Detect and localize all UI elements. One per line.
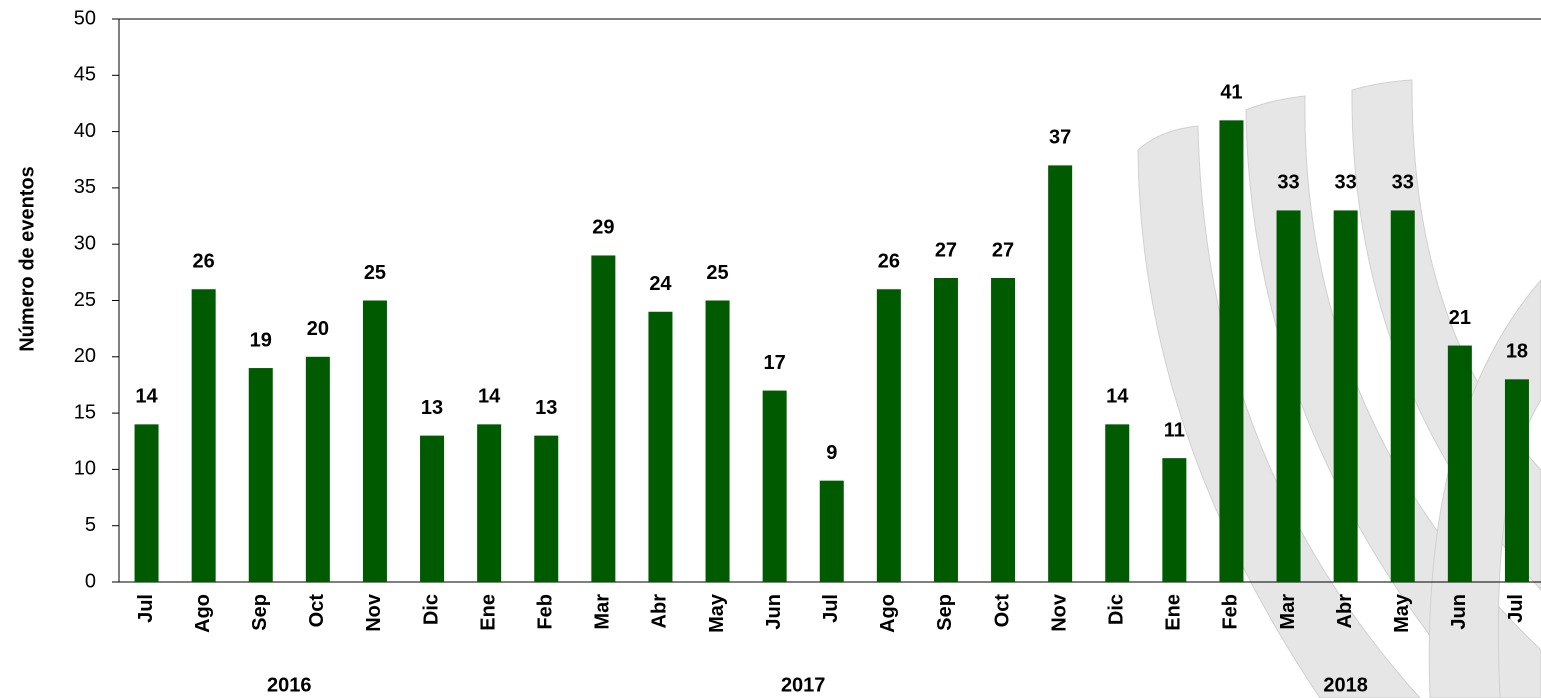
y-tick-label: 50 xyxy=(74,7,96,29)
data-label: 26 xyxy=(878,251,900,273)
bar xyxy=(705,300,730,582)
bar xyxy=(420,435,445,582)
bar xyxy=(1048,165,1073,582)
bar xyxy=(1390,210,1415,583)
x-tick-label: May xyxy=(1391,593,1413,633)
y-tick-label: 35 xyxy=(74,176,96,198)
y-tick-label: 0 xyxy=(85,570,96,592)
bar xyxy=(362,300,387,582)
x-tick-label: Ago xyxy=(192,594,214,633)
x-group-label: 2018 xyxy=(1323,674,1368,696)
data-label: 25 xyxy=(706,262,728,284)
bar xyxy=(534,435,559,582)
bar xyxy=(248,368,273,582)
x-tick-label: Ene xyxy=(1163,594,1185,631)
x-tick-label: Jun xyxy=(1448,594,1470,630)
x-tick-label: Oct xyxy=(306,594,328,628)
bar xyxy=(191,289,216,582)
data-label: 27 xyxy=(992,239,1014,261)
bar xyxy=(1276,210,1301,583)
data-label: 33 xyxy=(1392,172,1414,194)
y-tick-label: 30 xyxy=(74,232,96,254)
bar xyxy=(819,480,844,582)
data-label: 17 xyxy=(764,352,786,374)
data-label: 26 xyxy=(193,251,215,273)
bar xyxy=(477,424,502,582)
x-tick-label: Dic xyxy=(1106,594,1128,625)
bar xyxy=(591,255,616,582)
y-tick-label: 10 xyxy=(74,458,96,480)
bar xyxy=(1504,379,1529,582)
x-tick-label: May xyxy=(706,593,728,633)
data-label: 14 xyxy=(478,386,501,408)
x-tick-label: Sep xyxy=(934,594,956,631)
x-tick-label: Oct xyxy=(991,594,1013,628)
y-tick-label: 25 xyxy=(74,289,96,311)
bar xyxy=(876,289,901,582)
bar xyxy=(991,277,1016,582)
data-label: 14 xyxy=(135,386,158,408)
bar xyxy=(933,277,958,582)
data-label: 41 xyxy=(1220,82,1242,104)
data-label: 13 xyxy=(421,397,443,419)
x-tick-label: Jul xyxy=(135,594,157,623)
x-tick-label: Feb xyxy=(1220,594,1242,630)
data-label: 25 xyxy=(364,262,386,284)
data-label: 33 xyxy=(1335,172,1357,194)
data-label: 18 xyxy=(1506,341,1528,363)
data-label: 33 xyxy=(1277,172,1299,194)
bar xyxy=(134,424,159,582)
x-tick-label: Nov xyxy=(1048,593,1070,632)
x-tick-label: Jul xyxy=(1505,594,1527,623)
data-label: 29 xyxy=(592,217,614,239)
bar xyxy=(762,390,787,582)
x-group-label: 2016 xyxy=(267,674,312,696)
x-tick-label: Mar xyxy=(592,594,614,630)
x-tick-label: Nov xyxy=(363,593,385,632)
data-label: 13 xyxy=(535,397,557,419)
bar xyxy=(1447,345,1472,582)
data-label: 20 xyxy=(307,318,329,340)
y-tick-label: 5 xyxy=(85,514,96,536)
bar xyxy=(1105,424,1130,582)
y-tick-label: 20 xyxy=(74,345,96,367)
x-tick-label: Dic xyxy=(420,594,442,625)
x-tick-label: Feb xyxy=(535,594,557,630)
data-label: 19 xyxy=(250,329,272,351)
y-tick-label: 15 xyxy=(74,401,96,423)
data-label: 24 xyxy=(649,273,672,295)
data-label: 11 xyxy=(1164,419,1185,441)
x-tick-label: Jul xyxy=(820,594,842,623)
data-label: 21 xyxy=(1449,307,1471,329)
x-tick-label: Mar xyxy=(1277,594,1299,630)
data-label: 14 xyxy=(1106,386,1129,408)
x-group-label: 2017 xyxy=(781,674,826,696)
data-label: 9 xyxy=(826,442,837,464)
bar xyxy=(648,311,673,582)
bar xyxy=(1219,120,1244,582)
x-tick-label: Jun xyxy=(763,594,785,630)
data-label: 27 xyxy=(935,239,957,261)
x-tick-label: Sep xyxy=(249,594,271,631)
x-tick-label: Abr xyxy=(649,594,671,629)
x-tick-label: Ago xyxy=(877,594,899,633)
data-label: 37 xyxy=(1049,127,1071,149)
bar xyxy=(305,356,330,582)
bar xyxy=(1333,210,1358,583)
x-tick-label: Abr xyxy=(1334,594,1356,629)
y-axis-label: Número de eventos xyxy=(16,166,38,352)
bar xyxy=(1162,458,1187,582)
y-tick-label: 45 xyxy=(74,64,96,86)
y-tick-label: 40 xyxy=(74,120,96,142)
x-tick-label: Ene xyxy=(477,594,499,631)
